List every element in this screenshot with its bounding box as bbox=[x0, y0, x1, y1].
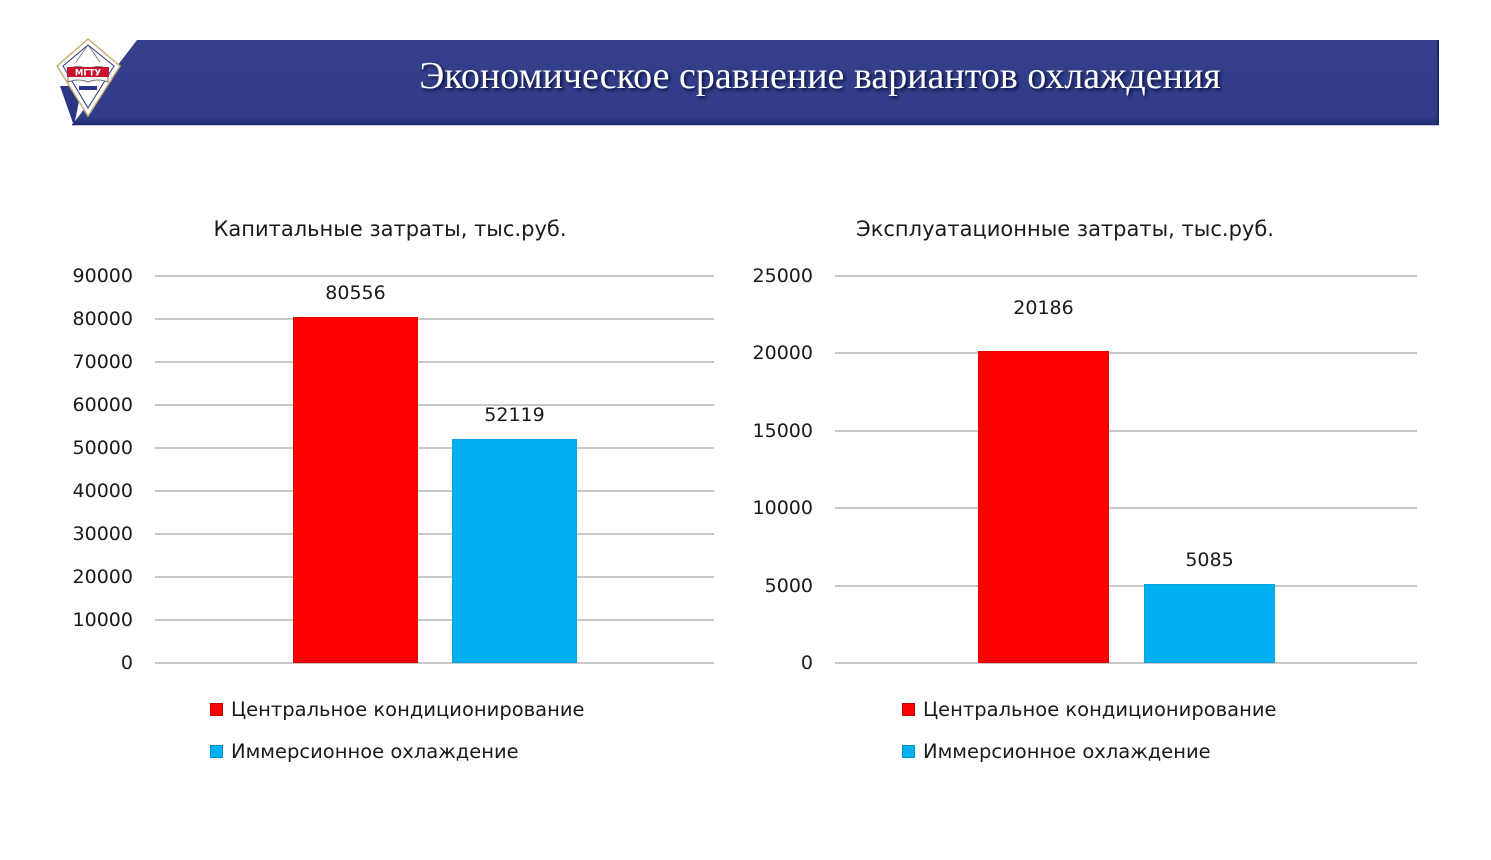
title-banner: МГТУ Экономическое сравнение вариантов о… bbox=[0, 0, 1491, 140]
gridline bbox=[835, 352, 1417, 355]
gridline bbox=[155, 447, 714, 449]
legend-item-central-conditioning: Центральное кондиционирование bbox=[210, 698, 585, 721]
chart-title: Эксплуатационные затраты, тыс.руб. bbox=[856, 217, 1274, 241]
y-axis-tick-label: 50000 bbox=[72, 437, 133, 459]
bar-central-conditioning bbox=[978, 350, 1109, 663]
bar-immersion-cooling bbox=[452, 438, 577, 663]
y-axis-tick-label: 40000 bbox=[72, 480, 133, 502]
gridline bbox=[835, 275, 1417, 277]
data-label: 20186 bbox=[1013, 296, 1074, 319]
gridline bbox=[835, 507, 1417, 510]
banner-background bbox=[72, 40, 1439, 126]
y-axis-tick-label: 70000 bbox=[72, 351, 133, 373]
legend-item-immersion-cooling: Иммерсионное охлаждение bbox=[902, 740, 1211, 763]
legend-label: Центральное кондиционирование bbox=[923, 698, 1277, 721]
legend-item-central-conditioning: Центральное кондиционирование bbox=[902, 698, 1277, 721]
y-axis-tick-label: 25000 bbox=[752, 265, 813, 287]
gridline bbox=[835, 429, 1417, 432]
bar-immersion-cooling bbox=[1144, 584, 1275, 663]
university-logo-icon: МГТУ bbox=[56, 38, 121, 126]
y-axis-tick-label: 15000 bbox=[752, 419, 813, 442]
gridline bbox=[155, 275, 714, 277]
gridline bbox=[155, 619, 714, 621]
bar-central-conditioning bbox=[293, 316, 418, 663]
gridline bbox=[155, 533, 714, 535]
data-label: 80556 bbox=[325, 281, 386, 304]
gridline bbox=[155, 361, 714, 363]
gridline bbox=[155, 490, 714, 492]
y-axis-tick-label: 20000 bbox=[752, 342, 813, 365]
gridline bbox=[155, 662, 714, 664]
y-axis-tick-label: 10000 bbox=[72, 609, 133, 631]
gridline bbox=[835, 584, 1417, 587]
y-axis-tick-label: 60000 bbox=[72, 394, 133, 416]
y-axis-tick-label: 80000 bbox=[72, 308, 133, 330]
gridline bbox=[155, 404, 714, 406]
data-label: 52119 bbox=[484, 403, 545, 426]
legend-swatch-icon bbox=[902, 703, 915, 716]
y-axis-tick-label: 5000 bbox=[764, 574, 813, 597]
y-axis-tick-label: 0 bbox=[120, 652, 133, 674]
legend-label: Иммерсионное охлаждение bbox=[231, 740, 519, 763]
legend-swatch-icon bbox=[210, 745, 223, 758]
y-axis-tick-label: 20000 bbox=[72, 566, 133, 588]
y-axis-tick-label: 30000 bbox=[72, 523, 133, 545]
data-label: 5085 bbox=[1185, 549, 1234, 572]
y-axis-tick-label: 0 bbox=[800, 652, 813, 674]
legend-swatch-icon bbox=[902, 745, 915, 758]
legend-label: Иммерсионное охлаждение bbox=[923, 740, 1211, 763]
y-axis-tick-label: 10000 bbox=[752, 497, 813, 520]
y-axis-tick-label: 90000 bbox=[72, 265, 133, 287]
chart-title: Капитальные затраты, тыс.руб. bbox=[213, 217, 567, 241]
gridline bbox=[835, 662, 1417, 664]
svg-text:МГТУ: МГТУ bbox=[75, 69, 102, 79]
legend-swatch-icon bbox=[210, 703, 223, 716]
operating-costs-chart: Эксплуатационные затраты, тыс.руб. 25000… bbox=[745, 200, 1491, 800]
legend-item-immersion-cooling: Иммерсионное охлаждение bbox=[210, 740, 519, 763]
slide-title: Экономическое сравнение вариантов охлажд… bbox=[419, 55, 1221, 97]
legend-label: Центральное кондиционирование bbox=[231, 698, 585, 721]
capital-costs-chart: Капитальные затраты, тыс.руб. 90000 80000… bbox=[0, 200, 745, 800]
gridline bbox=[155, 318, 714, 320]
gridline bbox=[155, 576, 714, 578]
